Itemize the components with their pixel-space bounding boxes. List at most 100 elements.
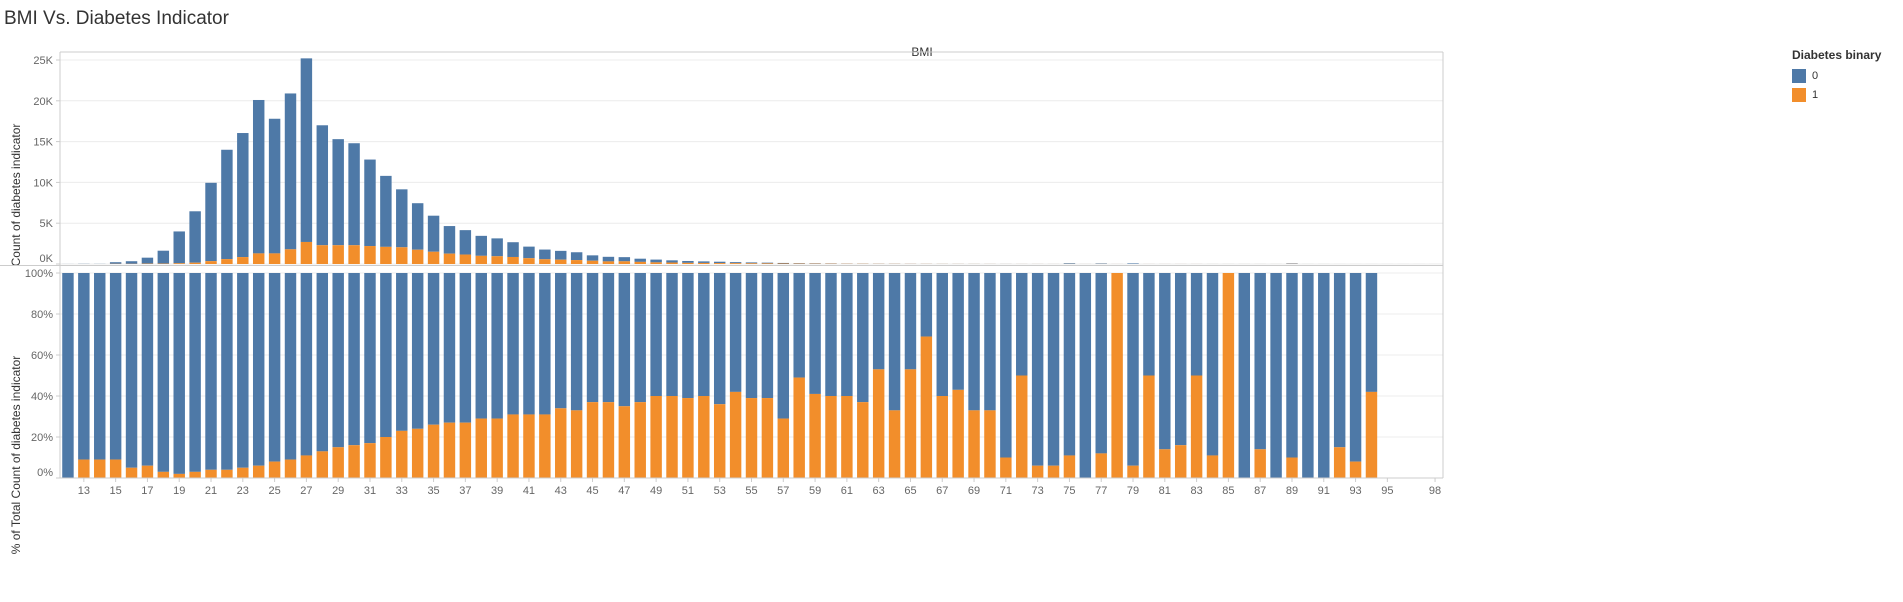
bar-percent-0[interactable]	[1238, 273, 1251, 478]
bar-percent-1[interactable]	[380, 437, 392, 478]
bar-count-0[interactable]	[284, 93, 297, 250]
bar-count-0[interactable]	[682, 260, 694, 263]
bar-percent-1[interactable]	[666, 396, 678, 478]
bar-percent-1[interactable]	[602, 402, 615, 478]
bar-percent-0[interactable]	[1016, 273, 1028, 376]
bar-count-0[interactable]	[141, 257, 154, 264]
bar-percent-1[interactable]	[825, 396, 837, 478]
bar-count-0[interactable]	[443, 226, 456, 254]
bar-percent-1[interactable]	[157, 471, 170, 478]
bar-count-0[interactable]	[1127, 263, 1139, 264]
bar-percent-1[interactable]	[857, 402, 869, 478]
bar-count-1[interactable]	[650, 262, 662, 264]
bar-count-1[interactable]	[713, 263, 726, 264]
bar-percent-1[interactable]	[1365, 391, 1378, 478]
bar-count-1[interactable]	[348, 245, 360, 264]
bar-count-1[interactable]	[252, 253, 265, 264]
bar-percent-1[interactable]	[1349, 461, 1362, 478]
bar-percent-0[interactable]	[252, 273, 265, 466]
bar-percent-0[interactable]	[586, 273, 599, 403]
bar-count-0[interactable]	[761, 262, 774, 264]
bar-percent-1[interactable]	[284, 459, 297, 478]
bar-count-0[interactable]	[491, 238, 503, 257]
legend-item-1[interactable]: 1	[1792, 85, 1881, 104]
bar-percent-1[interactable]	[411, 428, 424, 478]
bar-percent-1[interactable]	[475, 418, 487, 478]
bar-count-0[interactable]	[713, 261, 726, 264]
bar-percent-1[interactable]	[300, 455, 313, 478]
bar-percent-1[interactable]	[1127, 465, 1139, 478]
bar-count-1[interactable]	[539, 259, 551, 264]
bar-count-0[interactable]	[459, 230, 472, 255]
bar-percent-0[interactable]	[682, 273, 694, 399]
bar-count-1[interactable]	[570, 260, 583, 264]
bar-percent-1[interactable]	[729, 391, 742, 478]
bar-percent-1[interactable]	[1206, 455, 1219, 478]
bar-count-1[interactable]	[507, 256, 519, 264]
bar-percent-1[interactable]	[237, 467, 249, 478]
bar-percent-0[interactable]	[94, 273, 106, 460]
bar-count-1[interactable]	[682, 262, 694, 264]
bar-percent-1[interactable]	[618, 406, 631, 478]
bar-count-0[interactable]	[475, 235, 487, 256]
bar-percent-1[interactable]	[1159, 449, 1171, 478]
bar-count-1[interactable]	[586, 260, 599, 264]
bar-percent-1[interactable]	[348, 445, 360, 478]
bar-percent-0[interactable]	[332, 273, 344, 448]
bar-count-0[interactable]	[602, 256, 615, 262]
bar-percent-0[interactable]	[841, 273, 853, 396]
bar-count-0[interactable]	[427, 215, 440, 252]
bar-count-0[interactable]	[252, 99, 265, 254]
bar-count-1[interactable]	[364, 246, 376, 264]
bar-count-0[interactable]	[698, 261, 710, 263]
bar-count-0[interactable]	[618, 257, 631, 262]
bar-count-1[interactable]	[618, 261, 631, 264]
bar-percent-1[interactable]	[968, 410, 980, 478]
bar-count-1[interactable]	[300, 241, 313, 264]
bar-percent-1[interactable]	[1174, 445, 1187, 478]
bar-percent-0[interactable]	[364, 273, 376, 444]
bar-percent-1[interactable]	[94, 459, 106, 478]
bar-percent-1[interactable]	[125, 467, 138, 478]
bar-percent-0[interactable]	[507, 273, 519, 415]
bar-percent-0[interactable]	[539, 273, 551, 415]
bar-percent-1[interactable]	[745, 398, 758, 478]
bar-percent-0[interactable]	[427, 273, 440, 425]
bar-percent-0[interactable]	[443, 273, 456, 423]
bar-percent-0[interactable]	[1000, 273, 1012, 458]
bar-percent-0[interactable]	[1063, 273, 1076, 456]
bar-count-1[interactable]	[316, 245, 329, 264]
bar-count-1[interactable]	[173, 263, 185, 264]
bar-count-0[interactable]	[268, 118, 281, 254]
bar-percent-1[interactable]	[1143, 375, 1155, 479]
bar-count-1[interactable]	[729, 263, 742, 264]
bar-percent-1[interactable]	[443, 422, 456, 478]
bar-percent-0[interactable]	[380, 273, 392, 437]
bar-percent-0[interactable]	[602, 273, 615, 403]
bar-count-0[interactable]	[396, 189, 408, 248]
bar-percent-0[interactable]	[284, 273, 297, 460]
bar-percent-1[interactable]	[491, 418, 503, 478]
bar-percent-1[interactable]	[888, 410, 901, 478]
bar-count-0[interactable]	[729, 262, 742, 264]
bar-percent-1[interactable]	[1333, 447, 1346, 478]
bar-percent-0[interactable]	[173, 273, 185, 474]
bar-count-0[interactable]	[380, 175, 392, 247]
bar-count-0[interactable]	[205, 182, 217, 262]
bar-count-0[interactable]	[523, 246, 535, 259]
bar-percent-1[interactable]	[523, 414, 535, 478]
bar-percent-0[interactable]	[650, 273, 662, 396]
bar-percent-0[interactable]	[1047, 273, 1060, 466]
bar-percent-1[interactable]	[841, 396, 853, 478]
bar-count-1[interactable]	[284, 249, 297, 264]
bar-percent-0[interactable]	[316, 273, 329, 452]
bar-percent-0[interactable]	[888, 273, 901, 411]
bar-percent-0[interactable]	[952, 273, 964, 390]
bar-percent-1[interactable]	[1222, 273, 1235, 478]
bar-percent-1[interactable]	[586, 402, 599, 478]
bar-percent-1[interactable]	[173, 473, 185, 478]
bar-count-1[interactable]	[221, 259, 233, 264]
bar-percent-1[interactable]	[1031, 465, 1044, 478]
bar-percent-0[interactable]	[1254, 273, 1266, 450]
bar-percent-0[interactable]	[793, 273, 805, 378]
